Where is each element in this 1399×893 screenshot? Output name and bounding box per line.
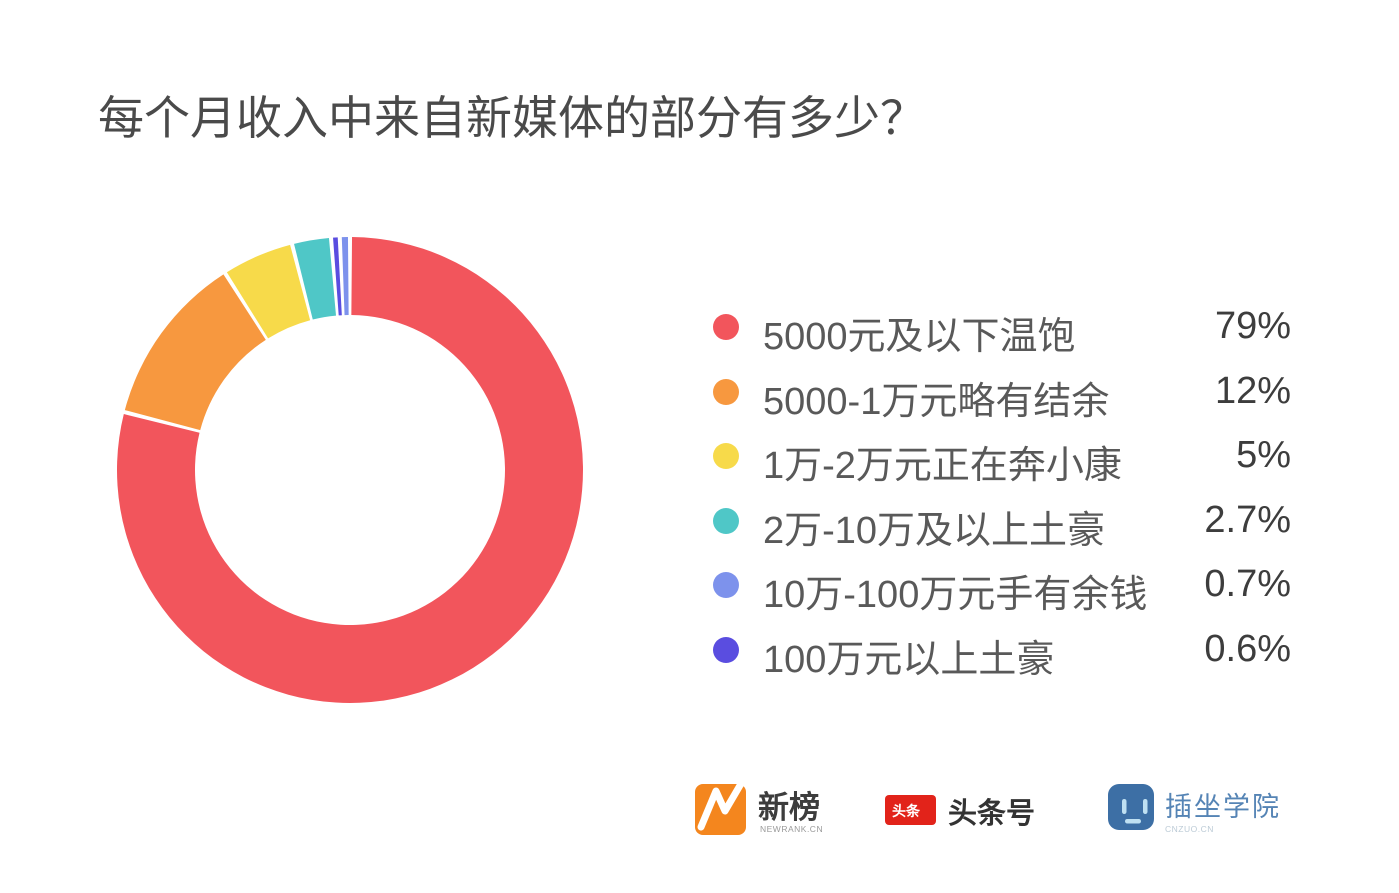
svg-text:NEWRANK.CN: NEWRANK.CN (760, 824, 823, 834)
svg-text:头条号: 头条号 (948, 797, 1035, 830)
svg-text:插坐学院: 插坐学院 (1165, 792, 1281, 822)
svg-text:CNZUO.CN: CNZUO.CN (1165, 824, 1214, 834)
svg-text:新榜: 新榜 (758, 790, 820, 825)
svg-text:头条: 头条 (892, 803, 921, 819)
